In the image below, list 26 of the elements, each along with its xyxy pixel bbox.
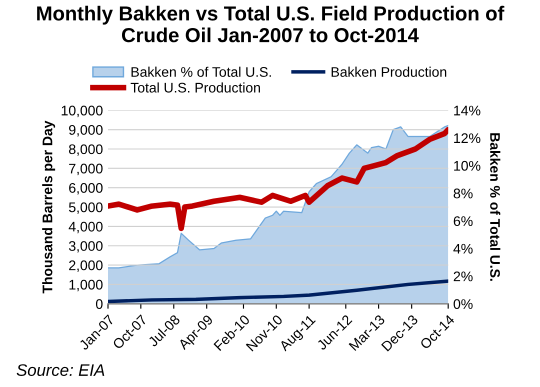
y-tick-label: 0: [96, 299, 103, 309]
y-tick-label: 10,000: [62, 106, 103, 118]
source-note: Source: EIA: [16, 364, 104, 376]
y-tick-label: 9,000: [69, 124, 103, 136]
y2-tick-label: 4%: [453, 244, 473, 254]
y2-tick-label: 10%: [454, 160, 480, 171]
y-tick-label: 7,000: [69, 164, 103, 176]
y-axis-title: Thousand Barrels per Day: [42, 120, 56, 294]
y2-tick-label: 2%: [454, 271, 473, 282]
y-tick-label: 2,000: [69, 260, 103, 272]
y2-tick-label: 12%: [454, 133, 480, 144]
y2-axis-title: Bakken % of Total U.S.: [490, 133, 500, 281]
y-tick-label: 6,000: [69, 183, 103, 195]
y-tick-label: 5,000: [68, 202, 103, 214]
y-tick-label: 3,000: [68, 241, 103, 253]
legend-label: Total U.S. Production: [130, 82, 260, 93]
legend-label: Bakken % of Total U.S.: [132, 66, 271, 77]
y-tick-label: 4,000: [68, 222, 103, 234]
legend-label: Bakken Production: [332, 66, 446, 77]
chart-title: Monthly Bakken vs Total U.S. Field Production of Crude Oil Jan-2007 to Oct-2014: [37, 6, 504, 42]
y2-tick-label: 6%: [454, 216, 473, 226]
y2-tick-label: 0%: [454, 299, 473, 309]
y-tick-label: 1,000: [69, 280, 103, 292]
y-tick-label: 8,000: [68, 144, 103, 156]
y2-tick-label: 14%: [454, 106, 480, 116]
y2-tick-label: 8%: [454, 188, 473, 198]
